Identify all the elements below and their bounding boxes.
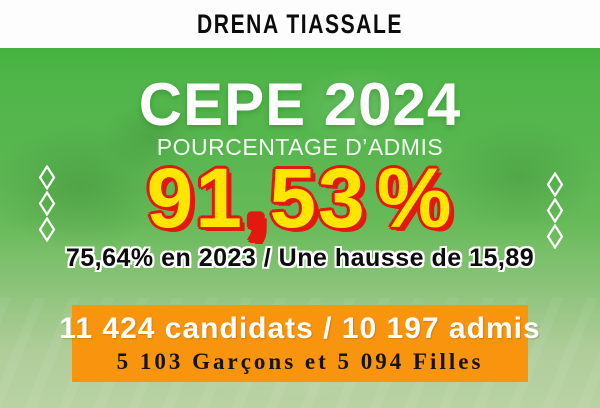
candidates-admitted-count: 11 424 candidats / 10 197 admis xyxy=(59,312,541,345)
diamond-icon xyxy=(38,217,56,242)
pass-rate-comma: , xyxy=(243,151,270,245)
diamond-icon xyxy=(38,191,56,216)
subtitle: POURCENTAGE D’ADMIS xyxy=(156,134,444,160)
right-diamond-decoration xyxy=(546,172,564,249)
left-diamond-decoration xyxy=(38,165,56,242)
pass-rate-dec: 53 xyxy=(269,151,367,245)
stats-banner: 11 424 candidats / 10 197 admis 5 103 Ga… xyxy=(59,305,540,382)
comparison-text: 75,64% en 2023 / Une hausse de 15,89 xyxy=(65,244,535,272)
diamond-icon xyxy=(546,198,564,223)
diamond-icon xyxy=(546,172,564,197)
exam-title: CEPE 2024 xyxy=(138,71,462,138)
percent-sign: % xyxy=(376,151,454,245)
diamond-icon xyxy=(546,224,564,249)
page-title: DRENA TIASSALE xyxy=(197,8,403,39)
header-banner: DRENA TIASSALE xyxy=(0,0,600,48)
pass-rate-value: 91,53% xyxy=(0,156,600,240)
boys-girls-count: 5 103 Garçons et 5 094 Filles xyxy=(116,349,484,374)
diamond-icon xyxy=(38,165,56,190)
pass-rate-int: 91 xyxy=(146,151,244,245)
